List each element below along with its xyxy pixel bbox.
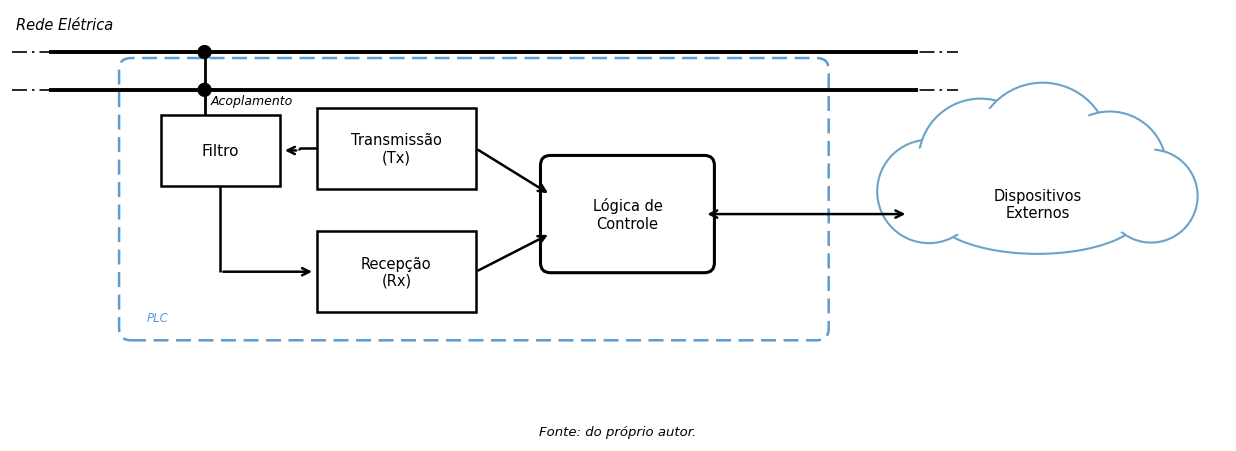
Circle shape (1062, 121, 1158, 217)
Ellipse shape (937, 175, 1138, 249)
Text: PLC: PLC (147, 312, 169, 325)
Text: Fonte: do próprio autor.: Fonte: do próprio autor. (539, 425, 697, 438)
Bar (161, 115, 281, 187)
Text: Transmissão
(Tx): Transmissão (Tx) (351, 133, 441, 166)
Text: Recepção
(Rx): Recepção (Rx) (361, 256, 431, 288)
Circle shape (928, 109, 1033, 214)
Text: Rede Elétrica: Rede Elétrica (16, 18, 112, 33)
Circle shape (975, 83, 1110, 217)
Text: Filtro: Filtro (201, 143, 240, 159)
FancyBboxPatch shape (540, 156, 714, 273)
Circle shape (1105, 150, 1198, 243)
Circle shape (885, 148, 973, 236)
Bar (316, 109, 476, 190)
Text: Acoplamento: Acoplamento (210, 95, 293, 108)
Circle shape (198, 46, 211, 60)
Circle shape (1111, 157, 1190, 236)
Circle shape (985, 93, 1100, 207)
Circle shape (918, 99, 1043, 223)
Bar (316, 231, 476, 313)
Ellipse shape (932, 170, 1143, 254)
Circle shape (878, 140, 980, 244)
Circle shape (1053, 112, 1167, 226)
Text: Dispositivos
Externos: Dispositivos Externos (994, 189, 1082, 221)
Text: Lógica de
Controle: Lógica de Controle (592, 198, 662, 231)
Circle shape (198, 84, 211, 97)
